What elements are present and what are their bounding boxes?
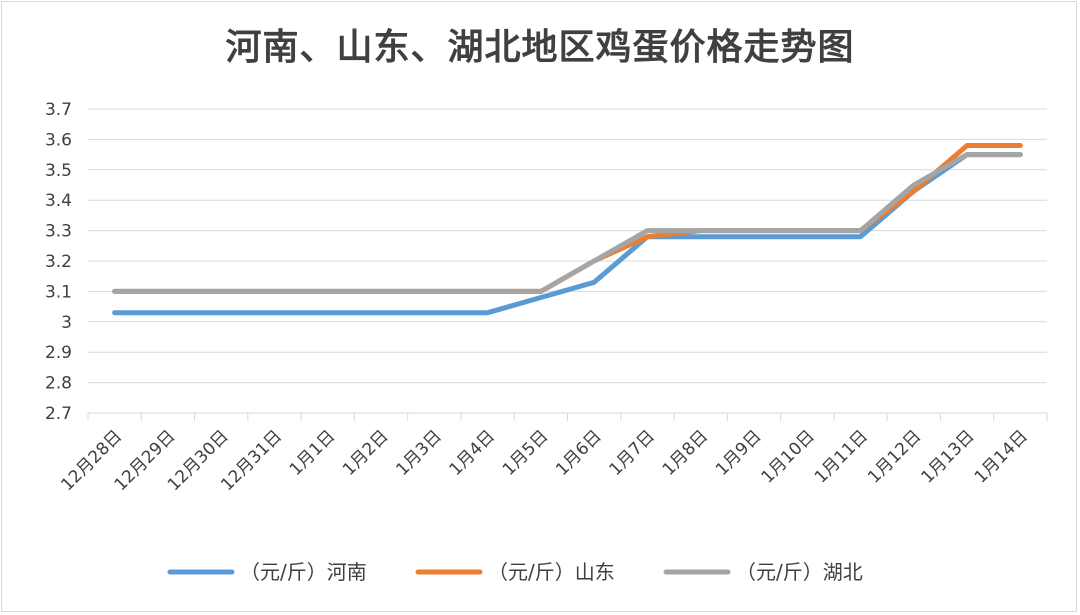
x-tick-label: 1月10日 bbox=[758, 426, 819, 487]
legend-label: （元/斤）山东 bbox=[488, 560, 615, 584]
x-tick-label: 1月9日 bbox=[712, 426, 765, 479]
y-tick-label: 3 bbox=[61, 313, 72, 333]
y-tick-label: 2.8 bbox=[45, 374, 72, 394]
x-tick-label: 1月12日 bbox=[864, 426, 925, 487]
x-tick-label: 1月11日 bbox=[811, 426, 872, 487]
series-line bbox=[112, 152, 1023, 316]
chart-title: 河南、山东、湖北地区鸡蛋价格走势图 bbox=[225, 26, 855, 68]
x-tick-label: 1月14日 bbox=[971, 426, 1032, 487]
x-tick-label: 1月5日 bbox=[499, 426, 552, 479]
x-tick-label: 1月13日 bbox=[917, 426, 978, 487]
x-tick-label: 1月4日 bbox=[446, 426, 499, 479]
y-tick-label: 3.2 bbox=[45, 252, 72, 272]
x-tick-label: 1月6日 bbox=[552, 426, 605, 479]
x-tick-label: 1月7日 bbox=[605, 426, 658, 479]
y-tick-label: 3.6 bbox=[45, 130, 72, 150]
series-line bbox=[112, 152, 1023, 294]
legend-label: （元/斤）湖北 bbox=[736, 560, 863, 584]
y-tick-label: 2.9 bbox=[45, 343, 72, 363]
x-tick-label: 1月1日 bbox=[286, 426, 339, 479]
y-tick-label: 3.4 bbox=[45, 191, 72, 211]
y-tick-label: 3.3 bbox=[45, 222, 72, 242]
x-tick-label: 1月8日 bbox=[659, 426, 712, 479]
y-tick-label: 3.5 bbox=[45, 161, 72, 181]
y-tick-label: 3.1 bbox=[45, 282, 72, 302]
x-tick-label: 1月2日 bbox=[339, 426, 392, 479]
y-tick-label: 2.7 bbox=[45, 404, 72, 424]
x-tick-label: 1月3日 bbox=[392, 426, 445, 479]
legend-label: （元/斤）河南 bbox=[240, 560, 367, 584]
y-tick-label: 3.7 bbox=[45, 100, 72, 120]
